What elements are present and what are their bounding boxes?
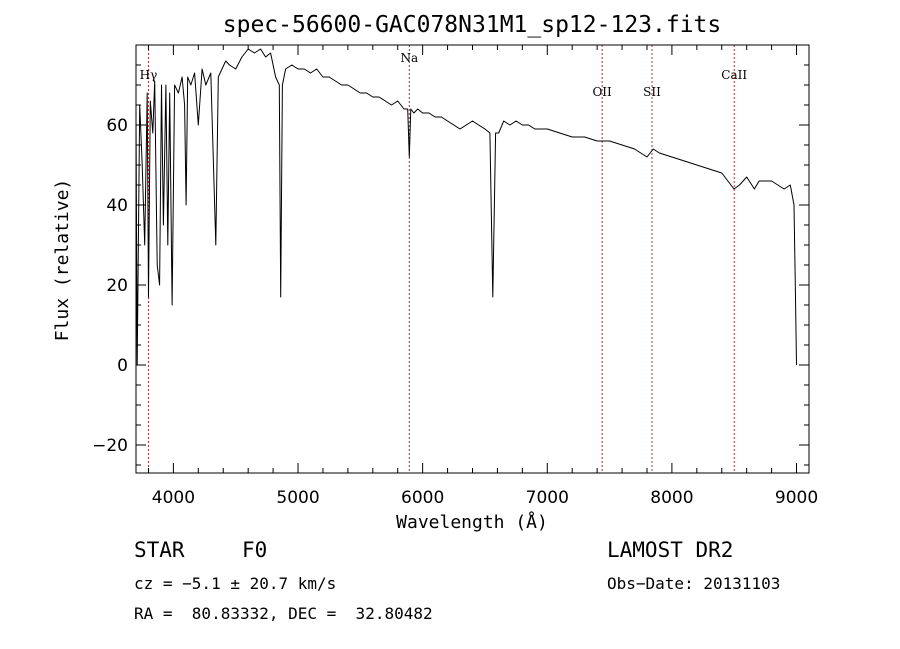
x-axis-ticks: 4000 5000 6000 7000 8000 9000: [147, 45, 818, 508]
line-label-3: SII: [643, 85, 661, 99]
coordinates: RA = 80.83332, DEC = 32.80482: [134, 604, 433, 623]
object-class: STAR: [134, 538, 185, 562]
x-tick-label: 7000: [526, 488, 569, 508]
annotation-labels: Hγ Na OII SII CaII: [140, 51, 748, 99]
line-label-1: Na: [400, 51, 418, 65]
y-tick-label: −20: [92, 436, 128, 456]
object-subclass: F0: [242, 538, 268, 562]
observation-date: Obs−Date: 20131103: [607, 574, 781, 593]
x-tick-label: 5000: [276, 488, 319, 508]
y-tick-label: 40: [106, 196, 128, 216]
survey-name: LAMOST DR2: [607, 538, 734, 562]
x-axis-label: Wavelength (Å): [396, 511, 548, 533]
x-tick-label: 8000: [650, 488, 693, 508]
x-tick-label: 9000: [775, 488, 818, 508]
line-label-2: OII: [592, 85, 612, 99]
line-label-4: CaII: [721, 68, 747, 82]
line-label-0: Hγ: [140, 68, 158, 82]
y-tick-label: 20: [106, 276, 128, 296]
x-tick-label: 4000: [152, 488, 195, 508]
series-line-flux: [135, 48, 797, 366]
x-tick-label: 6000: [401, 488, 444, 508]
y-axis-label: Flux (relative): [52, 179, 73, 342]
y-tick-label: 60: [106, 116, 128, 136]
annotation-lines: [147, 45, 735, 473]
y-axis-ticks: −20 0 20 40 60: [92, 64, 809, 466]
chart-title: spec-56600-GAC078N31M1_sp12-123.fits: [223, 12, 722, 38]
plot-frame: [135, 44, 810, 474]
y-tick-label: 0: [117, 356, 128, 376]
redshift-cz: cz = −5.1 ± 20.7 km/s: [134, 574, 337, 593]
